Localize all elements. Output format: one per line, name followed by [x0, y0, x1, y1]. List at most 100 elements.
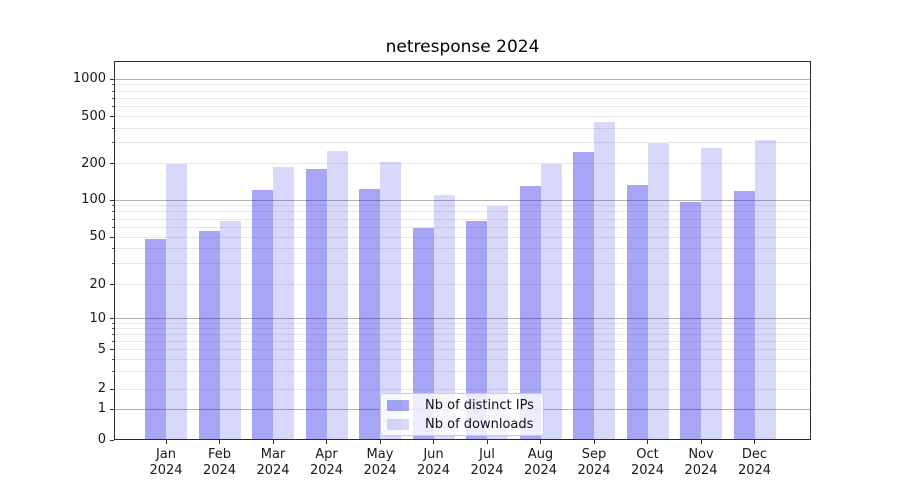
y-minor-tick	[111, 262, 114, 264]
x-tick	[219, 440, 220, 444]
bar-ips-nov	[680, 201, 701, 440]
legend-label: Nb of distinct IPs	[425, 397, 534, 413]
gridline-minor	[115, 226, 810, 228]
y-tick	[110, 116, 114, 118]
bar-downloads-jul	[487, 205, 508, 440]
bar-ips-sep	[573, 152, 594, 440]
bar-ips-aug	[519, 185, 541, 440]
x-tick-label: Jun 2024	[416, 447, 451, 478]
x-tick-label: Oct 2024	[630, 447, 665, 478]
gridline-minor	[115, 127, 810, 129]
y-tick-label: 200	[81, 155, 106, 171]
y-tick-label: 1	[97, 401, 106, 416]
gridline-minor	[115, 371, 810, 373]
gridline-minor	[115, 116, 810, 118]
x-tick	[540, 440, 541, 444]
y-tick-label: 100	[81, 192, 106, 207]
bar-downloads-jan	[166, 163, 187, 440]
chart-title: netresponse 2024	[385, 37, 540, 57]
bar-downloads-sep	[594, 121, 615, 440]
y-tick	[110, 318, 114, 319]
bar-ips-jul	[466, 221, 487, 440]
legend-item: Nb of distinct IPs	[387, 397, 543, 413]
bar-ips-feb	[198, 230, 220, 440]
y-tick-label: 5	[97, 341, 106, 357]
y-minor-tick	[111, 371, 114, 373]
bar-ips-apr	[305, 169, 327, 440]
gridline-minor	[115, 327, 810, 329]
y-minor-tick	[111, 84, 114, 86]
y-minor-tick	[111, 218, 114, 220]
y-tick	[110, 163, 114, 165]
gridline-minor	[115, 106, 810, 108]
y-tick-label: 500	[81, 108, 106, 124]
x-tick-label: Jan 2024	[149, 447, 183, 478]
y-minor-tick	[111, 106, 114, 108]
x-tick	[379, 440, 381, 444]
gridline-minor	[115, 248, 810, 250]
x-tick-label: Aug 2024	[523, 447, 558, 478]
y-minor-tick	[111, 322, 114, 324]
x-tick	[433, 440, 434, 444]
x-tick	[754, 440, 755, 444]
bar-downloads-feb	[219, 220, 241, 440]
bar-downloads-apr	[326, 150, 348, 440]
gridline-minor	[115, 358, 810, 360]
bar-downloads-aug	[540, 164, 562, 440]
gridline-minor	[115, 340, 810, 342]
y-minor-tick	[111, 97, 114, 99]
gridline-minor	[115, 388, 810, 390]
y-minor-tick	[111, 340, 114, 342]
x-tick-label: May 2024	[363, 447, 397, 478]
x-tick-label: Jul 2024	[470, 447, 504, 478]
y-tick	[110, 78, 114, 80]
x-tick	[326, 440, 327, 444]
legend-item: Nb of downloads	[387, 416, 543, 432]
y-minor-tick	[111, 90, 114, 92]
legend-swatch-distinct-ips	[387, 399, 409, 411]
x-tick-label: Nov 2024	[684, 447, 718, 478]
y-minor-tick	[111, 211, 114, 213]
y-tick-label: 50	[89, 229, 106, 244]
y-tick	[110, 199, 114, 201]
gridline-minor	[115, 211, 810, 213]
gridline-minor	[115, 84, 810, 86]
x-tick-label: Feb 2024	[202, 447, 237, 478]
y-minor-tick	[111, 358, 114, 360]
gridline-major	[115, 318, 810, 319]
legend: Nb of distinct IPs Nb of downloads	[380, 393, 544, 436]
gridline-minor	[115, 163, 810, 165]
x-tick	[593, 440, 595, 444]
bar-downloads-may	[380, 161, 401, 440]
bar-downloads-dec	[754, 140, 776, 440]
y-tick	[110, 439, 114, 441]
x-tick-label: Sep 2024	[577, 447, 611, 478]
gridline-minor	[115, 349, 810, 350]
bar-ips-dec	[733, 190, 755, 440]
gridline-minor	[115, 236, 810, 238]
y-minor-tick	[111, 327, 114, 329]
x-tick	[486, 440, 488, 444]
y-tick-label: 2	[97, 381, 106, 396]
y-tick-label: 20	[89, 276, 106, 292]
bar-ips-mar	[252, 190, 273, 440]
x-tick-label: Mar 2024	[256, 447, 290, 478]
gridline-minor	[115, 284, 810, 285]
y-tick	[110, 284, 114, 285]
y-tick-label: 1000	[72, 71, 106, 86]
y-tick	[110, 349, 114, 350]
bar-ips-may	[359, 189, 380, 440]
x-tick	[272, 440, 274, 444]
x-tick-label: Dec 2024	[737, 447, 772, 478]
x-tick-label: Apr 2024	[309, 447, 344, 478]
bar-downloads-mar	[273, 166, 294, 440]
legend-swatch-downloads	[387, 418, 409, 430]
y-tick-label: 10	[89, 310, 106, 326]
bar-downloads-nov	[701, 148, 722, 440]
gridline-minor	[115, 142, 810, 144]
bar-ips-jan	[145, 239, 166, 440]
x-tick	[647, 440, 648, 444]
y-minor-tick	[111, 248, 114, 250]
gridline-minor	[115, 205, 810, 207]
